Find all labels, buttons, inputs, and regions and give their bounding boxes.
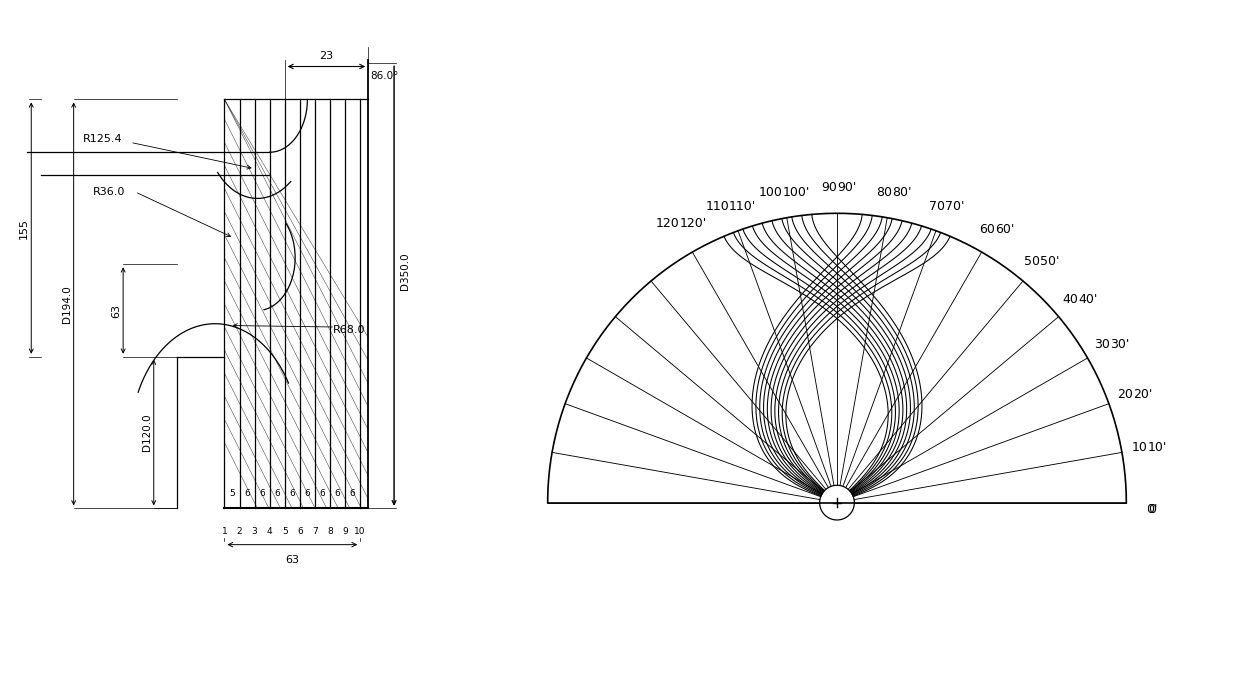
Text: D120.0: D120.0: [141, 414, 151, 451]
Text: 40': 40': [1079, 293, 1097, 306]
Text: 2: 2: [237, 527, 242, 536]
Text: 5: 5: [229, 489, 234, 499]
Text: 8: 8: [327, 527, 332, 536]
Text: 6: 6: [296, 527, 303, 536]
Text: 110: 110: [706, 200, 729, 213]
Text: 90': 90': [837, 181, 857, 194]
Text: 4: 4: [267, 527, 273, 536]
Text: D194.0: D194.0: [62, 285, 72, 323]
Text: 60: 60: [978, 223, 994, 236]
Text: R36.0: R36.0: [93, 187, 125, 196]
Text: 6: 6: [289, 489, 295, 499]
Text: 20: 20: [1117, 388, 1133, 401]
Text: 5: 5: [281, 527, 288, 536]
Text: 6: 6: [350, 489, 356, 499]
Text: 6: 6: [274, 489, 280, 499]
Text: 50': 50': [1039, 255, 1059, 267]
Text: 10: 10: [355, 527, 366, 536]
Text: R125.4: R125.4: [83, 134, 123, 144]
Text: 30': 30': [1110, 339, 1130, 352]
Text: 10': 10': [1147, 441, 1167, 454]
Text: 20': 20': [1133, 388, 1153, 401]
Text: 10: 10: [1132, 441, 1147, 454]
Text: 40: 40: [1063, 293, 1079, 306]
Text: 70: 70: [929, 200, 945, 213]
Text: 9: 9: [342, 527, 348, 536]
Text: 3: 3: [252, 527, 258, 536]
Text: 120': 120': [680, 216, 707, 229]
Text: 30: 30: [1094, 339, 1110, 352]
Text: 6: 6: [244, 489, 250, 499]
Text: 120: 120: [656, 216, 680, 229]
Text: 110': 110': [729, 200, 756, 213]
Text: 23: 23: [320, 52, 334, 61]
Text: 86.0°: 86.0°: [371, 71, 399, 81]
Text: 7: 7: [312, 527, 317, 536]
Text: 6: 6: [335, 489, 341, 499]
Text: 100': 100': [782, 185, 810, 199]
Text: 6: 6: [305, 489, 310, 499]
Text: 80: 80: [875, 185, 892, 199]
Text: 70': 70': [945, 200, 965, 213]
Text: 60': 60': [994, 223, 1014, 236]
Text: 100: 100: [759, 185, 782, 199]
Text: 1: 1: [222, 527, 227, 536]
Text: 0: 0: [1148, 503, 1157, 516]
Text: 155: 155: [19, 218, 30, 238]
Text: 0': 0': [1147, 503, 1158, 516]
Text: 63: 63: [285, 554, 299, 565]
Text: 80': 80': [892, 185, 911, 199]
Text: 50: 50: [1024, 255, 1039, 267]
Text: 6: 6: [259, 489, 265, 499]
Text: 6: 6: [320, 489, 325, 499]
Text: 63: 63: [112, 304, 122, 317]
Text: R68.0: R68.0: [332, 326, 366, 335]
Text: 90: 90: [821, 181, 837, 194]
Text: D350.0: D350.0: [399, 252, 409, 290]
